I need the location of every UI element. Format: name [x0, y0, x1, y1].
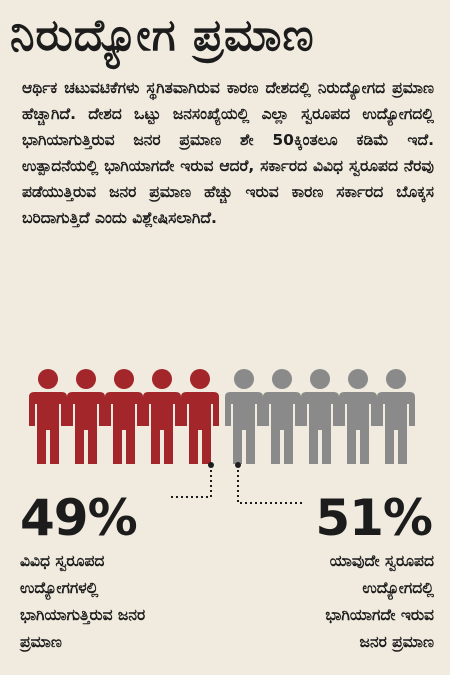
employed-person-icon: [143, 369, 181, 464]
employed-person-icon: [105, 369, 143, 464]
unemployed-person-icon: [339, 369, 377, 464]
unemployed-caption: ಯಾವುದೇ ಸ್ವರೂಪದ ಉದ್ಯೋಗದಲ್ಲಿ ಭಾಗಿಯಾಗದೇ ಇರು…: [325, 552, 434, 651]
people-pictogram: [29, 369, 415, 464]
employed-person-icon: [67, 369, 105, 464]
employed-percent: 49%: [20, 489, 138, 547]
unemployed-person-icon: [225, 369, 263, 464]
people-icon-row: [28, 368, 428, 478]
infographic-title: ನಿರುದ್ಯೋಗ ಪ್ರಮಾಣ: [10, 10, 315, 61]
employed-person-icon: [181, 369, 219, 464]
unemployed-percent: 51%: [315, 489, 433, 547]
unemployed-person-icon: [263, 369, 301, 464]
employed-caption: ವಿವಿಧ ಸ್ವರೂಪದ ಉದ್ಯೋಗಗಳಲ್ಲಿ ಭಾಗಿಯಾಗುತ್ತಿರ…: [20, 552, 146, 651]
unemployed-person-icon: [301, 369, 339, 464]
description-paragraph: ಆರ್ಥಿಕ ಚಟುವಟಿಕೆಗಳು ಸ್ಥಗಿತವಾಗಿರುವ ಕಾರಣ ದೇ…: [22, 79, 434, 227]
employed-person-icon: [29, 369, 67, 464]
unemployed-person-icon: [377, 369, 415, 464]
